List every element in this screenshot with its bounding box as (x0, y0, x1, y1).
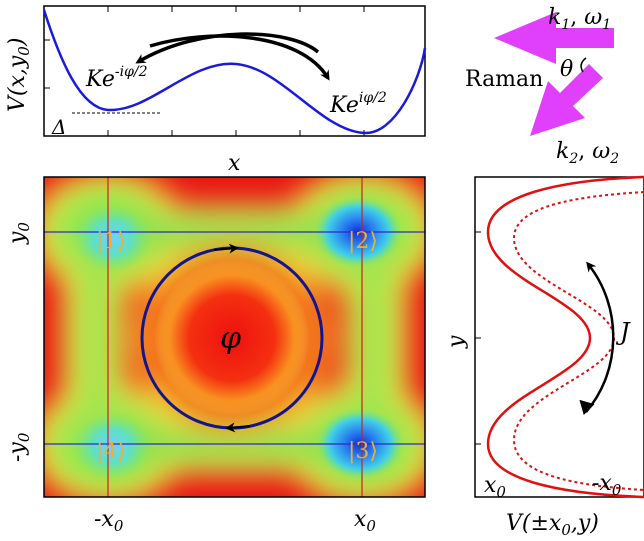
top-panel-frame (43, 5, 426, 137)
state-label-3: |3⟩ (348, 439, 378, 464)
coupling-label: J (615, 318, 631, 346)
svg-text:x0: x0 (484, 473, 506, 501)
side-xlabel-sub: 0 (561, 521, 571, 539)
y-top-label: y (5, 231, 30, 245)
raman-beam-1-arrow (494, 12, 614, 64)
svg-text:x0: x0 (354, 507, 376, 535)
svg-text:-y0: -y0 (5, 432, 33, 462)
svg-text:k2, ω2: k2, ω2 (556, 139, 619, 167)
svg-text:y0: y0 (5, 222, 33, 245)
top-ylabel: V(x,y (5, 55, 30, 112)
angle-arc (580, 57, 587, 73)
state-label-4: |4⟩ (96, 439, 126, 464)
top-ylabel-close: ) (5, 38, 30, 48)
loop-arrow-bottom (225, 422, 251, 433)
y-bottom-label: -y (5, 442, 30, 462)
beam1-k-sub: 1 (561, 17, 570, 33)
svg-text:-x0: -x0 (592, 471, 622, 499)
side-panel-ticks (475, 231, 481, 445)
svg-text:k1, ω1: k1, ω1 (548, 5, 611, 33)
beam2-k: k (556, 139, 569, 164)
left-curve-label: x (484, 473, 497, 498)
loop-arrow-top (213, 243, 239, 254)
beam1-k: k (548, 5, 561, 30)
raman-beams: Raman θ k1, ω1 k2, ω2 (465, 5, 619, 167)
hop-arrow-left (135, 32, 320, 64)
top-ylabel-sub: 0 (15, 46, 33, 56)
svg-text:V(x,y0): V(x,y0) (5, 38, 33, 112)
side-ylabel: y (444, 335, 469, 349)
right-curve-label: -x (592, 471, 612, 496)
main-panel-frame (43, 176, 426, 498)
hop-right-exp: iφ/2 (359, 90, 387, 106)
side-xlabel-close: ,y) (571, 511, 599, 536)
left-curve-sub: 0 (496, 483, 506, 501)
beam2-w: ω (592, 139, 610, 164)
state-label-1: |1⟩ (96, 229, 126, 254)
beam2-k-sub: 2 (568, 151, 578, 167)
x-left-label: -x (94, 507, 114, 532)
phi-label: φ (220, 321, 241, 356)
x-right-label: x (354, 507, 367, 532)
raman-angle: θ (560, 57, 573, 82)
state-label-2: |2⟩ (348, 229, 378, 254)
svg-text:-x0: -x0 (94, 507, 124, 535)
top-panel-ticks (44, 6, 365, 136)
coupling-arrow (585, 261, 615, 413)
raman-label: Raman (465, 67, 543, 92)
x-right-sub: 0 (366, 517, 376, 535)
svg-text:Keiφ/2: Keiφ/2 (329, 90, 387, 118)
svg-text:Ke-iφ/2: Ke-iφ/2 (85, 64, 148, 92)
hop-left-base: Ke (85, 67, 115, 92)
hop-arrow-right (149, 34, 330, 81)
top-potential-panel: Ke-iφ/2 Keiφ/2 Δ V(x,y0) x (5, 5, 427, 176)
y-top-sub: 0 (15, 222, 33, 232)
main-potential-map: φ |1⟩ |2⟩ |3⟩ |4⟩ y0 -y0 -x0 x0 (5, 176, 426, 535)
side-panel-frame (474, 176, 644, 498)
side-cut-panel: J y x0 -x0 V(±x0,y) (444, 175, 644, 539)
beam2-w-sub: 2 (609, 151, 619, 167)
raman-beam-2-arrow (530, 64, 603, 136)
beam1-w: ω (584, 5, 602, 30)
y-bottom-sub: 0 (15, 432, 33, 442)
x-left-sub: 0 (114, 517, 124, 535)
delta-label: Δ (51, 115, 66, 139)
hop-right-base: Ke (329, 93, 359, 118)
potential-curve (42, 9, 427, 135)
cut-curve-x0 (486, 175, 644, 499)
side-xlabel: V(±x (506, 511, 562, 536)
beam1-w-sub: 1 (602, 17, 611, 33)
svg-text:V(±x0,y): V(±x0,y) (506, 511, 599, 539)
right-curve-sub: 0 (612, 481, 622, 499)
top-xlabel: x (228, 151, 241, 176)
hop-left-exp: -iφ/2 (115, 64, 148, 80)
